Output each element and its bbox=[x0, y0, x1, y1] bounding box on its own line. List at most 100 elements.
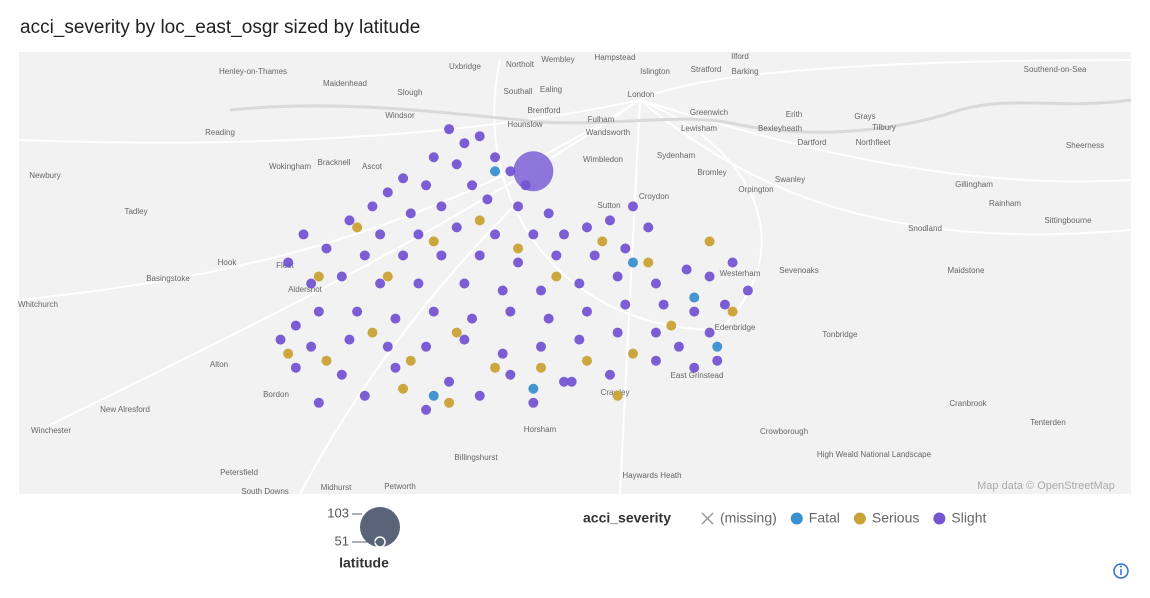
legend-label: Slight bbox=[951, 510, 986, 526]
place-label: Ilford bbox=[731, 52, 749, 61]
place-label: Bromley bbox=[697, 168, 726, 177]
point bbox=[673, 341, 684, 352]
point bbox=[398, 250, 409, 261]
point bbox=[528, 383, 539, 394]
point bbox=[604, 369, 615, 380]
point bbox=[382, 271, 393, 282]
point bbox=[581, 222, 592, 233]
place-label: Hounslow bbox=[507, 120, 542, 129]
size-legend-label: 51 bbox=[335, 533, 349, 548]
point bbox=[421, 341, 432, 352]
place-label: Maidenhead bbox=[323, 79, 367, 88]
point bbox=[428, 390, 439, 401]
place-label: Cranbrook bbox=[949, 399, 987, 408]
point bbox=[627, 201, 638, 212]
place-label: Snodland bbox=[908, 224, 942, 233]
legend-label: Serious bbox=[872, 510, 919, 526]
point bbox=[505, 166, 516, 177]
point bbox=[704, 271, 715, 282]
point bbox=[336, 369, 347, 380]
point bbox=[497, 285, 508, 296]
point bbox=[413, 278, 424, 289]
place-label: Maidstone bbox=[948, 266, 985, 275]
place-label: Southall bbox=[504, 87, 533, 96]
attribution: Map data © OpenStreetMap bbox=[977, 480, 1115, 492]
points bbox=[275, 124, 753, 415]
place-label: Tonbridge bbox=[822, 330, 858, 339]
place-label: Fulham bbox=[588, 115, 615, 124]
point bbox=[459, 334, 470, 345]
place-label: Billingshurst bbox=[454, 453, 498, 462]
legend-title: acci_severity bbox=[583, 510, 671, 526]
place-label: Brentford bbox=[528, 106, 561, 115]
size-legend-circle bbox=[360, 507, 400, 547]
place-label: Hook bbox=[218, 258, 238, 267]
point bbox=[719, 299, 730, 310]
point bbox=[428, 306, 439, 317]
place-label: Orpington bbox=[738, 185, 773, 194]
point bbox=[367, 201, 378, 212]
point bbox=[382, 187, 393, 198]
point bbox=[727, 306, 738, 317]
point bbox=[620, 299, 631, 310]
point bbox=[352, 306, 363, 317]
point bbox=[283, 257, 294, 268]
point bbox=[444, 397, 455, 408]
point bbox=[467, 180, 478, 191]
point bbox=[597, 236, 608, 247]
point bbox=[497, 348, 508, 359]
legend-symbol bbox=[933, 512, 946, 525]
point bbox=[650, 278, 661, 289]
place-label: Croydon bbox=[639, 192, 669, 201]
size-legend-label: 103 bbox=[327, 505, 349, 520]
place-label: Petersfield bbox=[220, 468, 258, 477]
point bbox=[528, 229, 539, 240]
place-label: Alton bbox=[210, 360, 228, 369]
place-label: Stratford bbox=[691, 65, 722, 74]
point bbox=[505, 369, 516, 380]
place-label: Sutton bbox=[597, 201, 620, 210]
place-label: Westerham bbox=[720, 269, 761, 278]
point bbox=[566, 376, 577, 387]
point bbox=[290, 320, 301, 331]
point bbox=[704, 327, 715, 338]
place-label: High Weald National Landscape bbox=[817, 450, 932, 459]
place-label: Windsor bbox=[385, 111, 415, 120]
point bbox=[459, 278, 470, 289]
point bbox=[405, 208, 416, 219]
point bbox=[344, 215, 355, 226]
point bbox=[474, 131, 485, 142]
point bbox=[421, 180, 432, 191]
point bbox=[559, 376, 570, 387]
point bbox=[359, 390, 370, 401]
point bbox=[490, 362, 501, 373]
point bbox=[643, 222, 654, 233]
point bbox=[436, 250, 447, 261]
place-label: Midhurst bbox=[321, 483, 352, 492]
place-label: Tenterden bbox=[1030, 418, 1066, 427]
point bbox=[742, 285, 753, 296]
point bbox=[344, 334, 355, 345]
point bbox=[574, 334, 585, 345]
point bbox=[490, 166, 501, 177]
point bbox=[712, 341, 723, 352]
legend-symbol bbox=[853, 512, 866, 525]
legend-label: Fatal bbox=[809, 510, 840, 526]
point bbox=[604, 215, 615, 226]
place-label: New Alresford bbox=[100, 405, 150, 414]
place-label: Uxbridge bbox=[449, 62, 482, 71]
place-label: Lewisham bbox=[681, 124, 717, 133]
info-icon[interactable] bbox=[1113, 563, 1129, 579]
place-label: Aldershot bbox=[288, 285, 323, 294]
place-label: Crowborough bbox=[760, 427, 808, 436]
point bbox=[482, 194, 493, 205]
point bbox=[306, 341, 317, 352]
point bbox=[513, 201, 524, 212]
point bbox=[428, 236, 439, 247]
point bbox=[712, 355, 723, 366]
place-label: East Grinstead bbox=[671, 371, 724, 380]
place-label: Petworth bbox=[384, 482, 416, 491]
point bbox=[283, 348, 294, 359]
point bbox=[658, 299, 669, 310]
